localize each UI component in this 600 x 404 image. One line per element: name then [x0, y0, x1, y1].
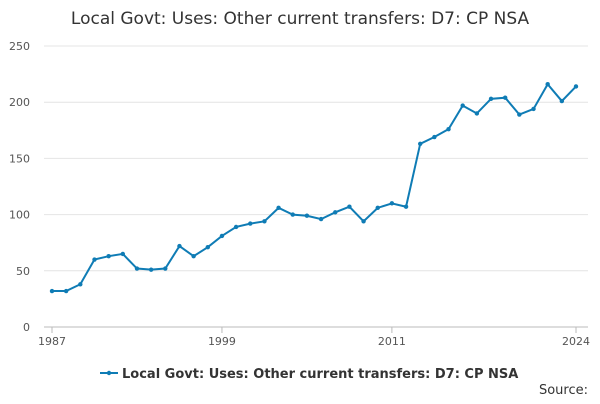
x-tick-label: 2024	[562, 335, 590, 348]
point	[432, 134, 437, 140]
point	[545, 82, 550, 87]
point	[49, 288, 55, 294]
point	[318, 216, 324, 222]
point	[134, 266, 140, 271]
y-tick-label: 0	[23, 321, 30, 334]
point	[205, 244, 210, 250]
point	[262, 219, 267, 224]
point	[375, 205, 380, 211]
point	[502, 95, 508, 100]
point	[106, 253, 111, 259]
x-tick-label: 1987	[38, 335, 66, 348]
point	[446, 126, 451, 132]
point	[347, 204, 352, 209]
point	[290, 212, 295, 217]
point	[177, 243, 182, 249]
point	[403, 204, 409, 209]
point	[531, 106, 536, 112]
point	[163, 266, 168, 271]
point	[233, 224, 239, 230]
point	[460, 103, 465, 108]
y-tick-label: 200	[9, 96, 30, 109]
point	[148, 267, 154, 272]
point	[248, 221, 253, 226]
point	[120, 251, 126, 257]
point	[361, 219, 366, 224]
point	[559, 98, 565, 104]
point	[488, 96, 494, 102]
point	[474, 111, 480, 116]
source: Source:	[539, 383, 588, 398]
point	[276, 205, 281, 211]
point	[573, 84, 579, 89]
point	[418, 141, 423, 146]
point	[63, 288, 69, 294]
legend-marker	[106, 370, 112, 376]
point	[219, 233, 225, 239]
y-tick-label: 250	[9, 40, 30, 53]
point	[389, 201, 395, 206]
point	[333, 210, 338, 215]
point	[304, 213, 310, 218]
x-tick-label: 2011	[378, 335, 406, 348]
y-tick-label: 50	[16, 265, 30, 278]
point	[517, 112, 522, 117]
point	[191, 253, 196, 259]
y-tick-label: 150	[9, 152, 30, 165]
point	[78, 282, 83, 287]
x-tick-label: 1999	[208, 335, 236, 348]
point	[92, 257, 97, 262]
y-tick-label: 100	[9, 209, 30, 222]
legend-label: Local Govt: Uses: Other current transfer…	[122, 367, 518, 382]
line	[52, 82, 577, 293]
chart-title: Local Govt: Uses: Other current transfer…	[71, 9, 530, 29]
